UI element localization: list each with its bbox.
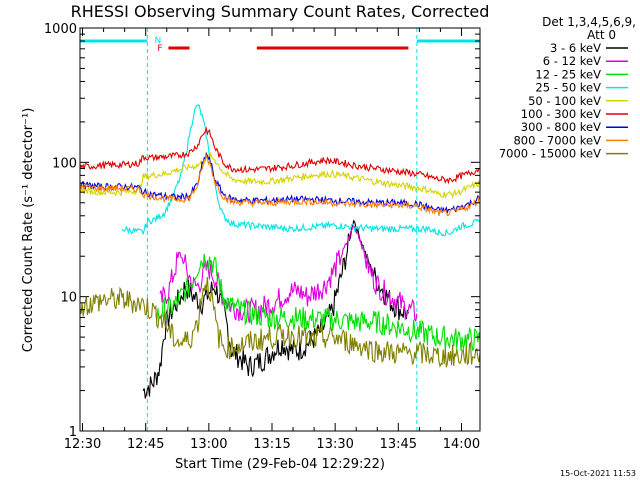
x-tick-label-6: 14:00 [443,437,480,452]
legend-label-3-6-kev: 3 - 6 keV [550,41,601,55]
x-axis-label: Start Time (29-Feb-04 12:29:22) [175,457,385,472]
legend-label-300-800-kev: 300 - 800 keV [521,120,601,134]
series-line-12-25-kev [155,253,481,352]
x-tick-label-4: 13:30 [316,437,353,452]
legend-label-800-7000-kev: 800 - 7000 keV [513,133,601,147]
x-tick-label-5: 13:45 [380,437,417,452]
flag-letter-1: F [157,44,162,54]
legend-header-line-1: Det 1,3,4,5,6,9, [542,15,636,29]
y-tick-label-3: 1000 [44,22,77,37]
series-line-6-12-kev [159,225,418,324]
chart-title: RHESSI Observing Summary Count Rates, Co… [71,2,490,21]
x-tick-label-2: 13:00 [190,437,227,452]
legend-label-12-25-kev: 12 - 25 keV [535,67,601,81]
series-line-800-7000-kev [79,153,481,217]
footer-date: 15-Oct-2021 11:53 [560,469,636,478]
flag-letter-0: N [155,36,162,46]
legend-label-50-100-kev: 50 - 100 keV [528,94,601,108]
y-tick-label-2: 100 [52,156,77,171]
legend-header-line-2: Att 0 [587,28,616,42]
x-tick-label-3: 13:15 [253,437,290,452]
legend-label-7000-15000-kev: 7000 - 15000 keV [499,147,601,161]
x-tick-label-1: 12:45 [127,437,164,452]
y-tick-label-0: 1 [69,425,77,440]
legend-label-6-12-kev: 6 - 12 keV [543,54,601,68]
y-tick-label-1: 10 [60,291,77,306]
legend-label-25-50-kev: 25 - 50 keV [535,81,601,95]
series-line-7000-15000-kev [79,276,481,368]
x-tick-label-0: 12:30 [64,437,101,452]
series-line-100-300-kev [79,126,481,185]
legend-label-100-300-kev: 100 - 300 keV [521,107,601,121]
plot-frame [79,27,481,432]
y-axis-label: Corrected Count Rate (s⁻¹ detector⁻¹) [21,108,36,353]
series-line-50-100-kev [79,151,481,200]
series-line-25-50-kev [121,103,481,237]
